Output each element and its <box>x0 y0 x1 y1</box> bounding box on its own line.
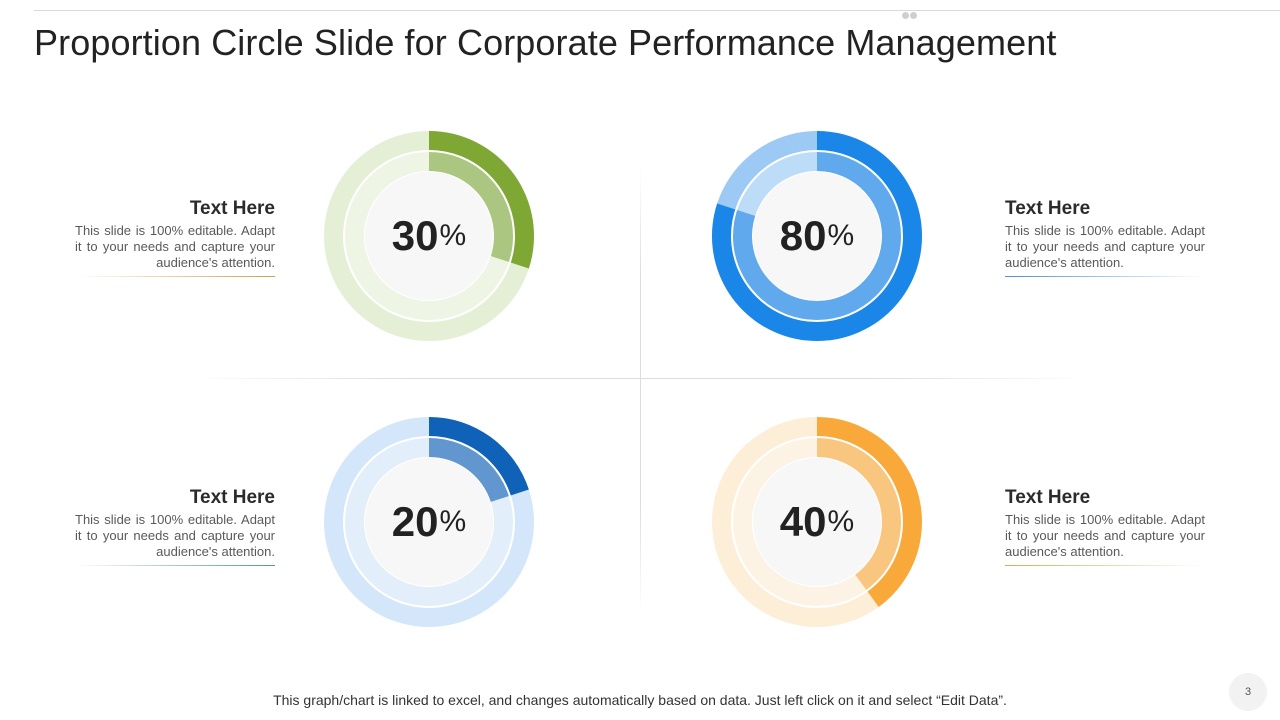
footer-note: This graph/chart is linked to excel, and… <box>273 692 1007 708</box>
donut-chart-2[interactable]: 80% <box>712 131 922 341</box>
donut-chart-3[interactable]: 20% <box>324 417 534 627</box>
donut-4-outer-value-slice <box>817 417 922 607</box>
donut-4-center-disc <box>753 458 881 586</box>
donut-2-center-disc <box>753 172 881 300</box>
donut-chart-3-value: 20% <box>324 417 534 627</box>
text-block-4: Text Here This slide is 100% editable. A… <box>1005 487 1205 566</box>
text-block-4-description: This slide is 100% editable. Adapt it to… <box>1005 512 1205 559</box>
top-divider-line <box>34 10 1280 11</box>
donut-chart-1-unit: % <box>439 219 467 252</box>
donut-2-separator <box>731 150 903 322</box>
text-block-1: Text Here This slide is 100% editable. A… <box>75 198 275 277</box>
donut-chart-2-number: 80 <box>779 212 827 259</box>
donut-chart-4-number: 40 <box>779 498 827 545</box>
text-block-2-description: This slide is 100% editable. Adapt it to… <box>1005 223 1205 270</box>
donut-3-outer-value-slice <box>429 417 529 496</box>
donut-chart-4-unit: % <box>827 505 855 538</box>
donut-3-separator <box>343 436 515 608</box>
donut-1-center-disc <box>365 172 493 300</box>
text-block-3-title: Text Here <box>189 487 275 508</box>
donut-chart-4-value: 40% <box>712 417 922 627</box>
donut-chart-2-unit: % <box>827 219 855 252</box>
text-block-3-description: This slide is 100% editable. Adapt it to… <box>75 512 275 559</box>
page-number: 3 <box>1229 673 1267 711</box>
slide-title: Proportion Circle Slide for Corporate Pe… <box>34 22 1057 63</box>
donut-3-center-disc <box>365 458 493 586</box>
donut-4-separator <box>731 436 903 608</box>
text-block-2-underline <box>1005 276 1205 277</box>
donut-chart-2-value: 80% <box>712 131 922 341</box>
donut-chart-2-svg <box>712 131 922 341</box>
text-block-1-description: This slide is 100% editable. Adapt it to… <box>75 223 275 270</box>
donut-chart-3-unit: % <box>439 505 467 538</box>
donut-4-inner-value-slice <box>817 437 902 591</box>
donut-1-separator <box>343 150 515 322</box>
text-block-2-title: Text Here <box>1005 198 1091 219</box>
text-block-4-title: Text Here <box>1005 487 1091 508</box>
text-block-3: Text Here This slide is 100% editable. A… <box>75 487 275 566</box>
top-dots-decoration <box>902 6 918 24</box>
text-block-3-underline <box>75 565 275 566</box>
donut-3-inner-value-slice <box>429 437 510 502</box>
donut-1-inner-value-slice <box>429 151 514 263</box>
donut-chart-1[interactable]: 30% <box>324 131 534 341</box>
donut-chart-1-svg <box>324 131 534 341</box>
donut-chart-3-number: 20 <box>391 498 439 545</box>
text-block-1-underline <box>75 276 275 277</box>
text-block-2: Text Here This slide is 100% editable. A… <box>1005 198 1205 277</box>
text-block-4-underline <box>1005 565 1205 566</box>
donut-chart-4-svg <box>712 417 922 627</box>
donut-1-outer-value-slice <box>429 131 534 269</box>
text-block-1-title: Text Here <box>189 198 275 219</box>
donut-chart-4[interactable]: 40% <box>712 417 922 627</box>
donut-chart-1-number: 30 <box>391 212 439 259</box>
donut-chart-3-svg <box>324 417 534 627</box>
donut-chart-1-value: 30% <box>324 131 534 341</box>
vertical-divider <box>640 165 641 615</box>
